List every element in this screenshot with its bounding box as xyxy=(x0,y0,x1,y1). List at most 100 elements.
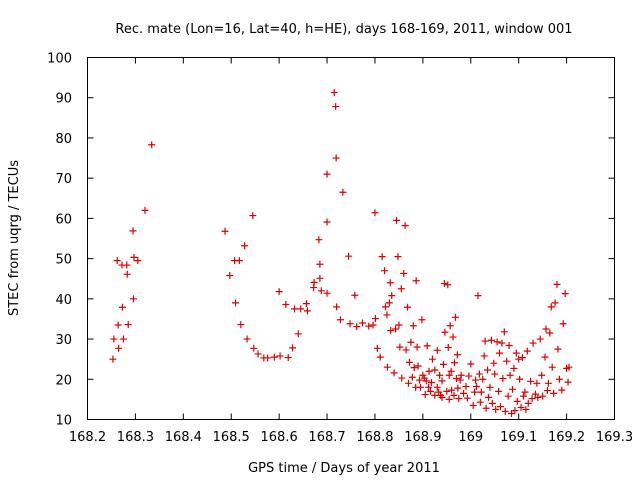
y-tick-label: 10 xyxy=(55,414,72,429)
data-point xyxy=(533,379,541,387)
data-point xyxy=(427,387,435,395)
data-point xyxy=(115,344,123,352)
data-point xyxy=(498,339,506,347)
data-point xyxy=(353,323,361,331)
data-point xyxy=(129,227,137,235)
data-point xyxy=(484,393,492,401)
data-point xyxy=(454,384,462,392)
data-point xyxy=(490,359,498,367)
data-point xyxy=(381,267,389,275)
data-point xyxy=(496,403,504,411)
data-point xyxy=(551,299,559,307)
data-point xyxy=(241,242,249,250)
data-point xyxy=(303,307,311,315)
data-point xyxy=(519,392,527,400)
x-tick-label: 168.6 xyxy=(261,430,298,445)
data-point xyxy=(491,370,499,378)
data-point xyxy=(129,295,137,303)
data-point xyxy=(438,377,446,385)
data-point xyxy=(433,383,441,391)
data-point xyxy=(323,289,331,297)
data-point xyxy=(441,328,449,336)
data-point xyxy=(407,338,415,346)
data-point xyxy=(369,321,377,329)
data-point xyxy=(119,335,127,343)
data-point xyxy=(541,353,549,361)
y-tick-label: 70 xyxy=(55,172,72,187)
data-point xyxy=(124,321,132,329)
data-point xyxy=(351,291,359,299)
data-point xyxy=(408,373,416,381)
data-point xyxy=(484,366,492,374)
data-point xyxy=(395,321,403,329)
data-point xyxy=(110,335,118,343)
data-point xyxy=(473,383,481,391)
data-point xyxy=(439,360,447,368)
data-point xyxy=(109,355,117,363)
data-point xyxy=(310,278,318,286)
data-point xyxy=(123,261,131,269)
data-point xyxy=(237,321,245,329)
x-tick-label: 169 xyxy=(458,430,483,445)
data-point xyxy=(409,322,417,330)
data-point xyxy=(436,371,444,379)
data-point xyxy=(481,337,489,345)
data-point xyxy=(371,209,379,217)
data-point xyxy=(433,346,441,354)
data-point xyxy=(471,388,479,396)
x-tick-label: 168.7 xyxy=(308,430,345,445)
data-point xyxy=(539,392,547,400)
data-point xyxy=(333,303,341,311)
data-point xyxy=(317,287,325,295)
data-point xyxy=(505,341,513,349)
data-point xyxy=(493,338,501,346)
data-point xyxy=(141,206,149,214)
data-point xyxy=(558,386,566,394)
data-point xyxy=(524,399,532,407)
data-point xyxy=(555,375,563,383)
data-point xyxy=(264,354,272,362)
data-point xyxy=(332,154,340,162)
data-point xyxy=(538,371,546,379)
data-point xyxy=(386,279,394,287)
y-tick-label: 20 xyxy=(55,373,72,388)
data-point xyxy=(475,370,483,378)
data-point xyxy=(445,395,453,403)
data-point xyxy=(462,383,470,391)
data-point xyxy=(504,392,512,400)
data-point xyxy=(405,358,413,366)
data-point xyxy=(438,393,446,401)
data-point xyxy=(423,342,431,350)
y-axis-ticks: 10 20 30 40 50 60 70 80 90 100 xyxy=(47,52,615,429)
data-point xyxy=(492,405,500,413)
data-point xyxy=(373,344,381,352)
x-tick-label: 168.9 xyxy=(404,430,441,445)
data-point xyxy=(542,325,550,333)
data-point xyxy=(323,170,331,178)
data-point xyxy=(330,88,338,96)
data-point xyxy=(561,290,569,298)
data-point xyxy=(513,397,521,405)
data-point xyxy=(282,300,290,308)
data-point xyxy=(232,299,240,307)
data-point xyxy=(463,394,471,402)
data-point xyxy=(443,387,451,395)
data-point xyxy=(114,321,122,329)
data-point xyxy=(397,285,405,293)
x-axis-ticks: 168.2 168.3 168.4 168.5 168.6 168.7 168.8 168.9… xyxy=(69,57,633,445)
data-point xyxy=(445,371,453,379)
data-point xyxy=(413,343,421,351)
data-point xyxy=(543,387,551,395)
data-point xyxy=(336,316,344,324)
x-tick-label: 169.2 xyxy=(548,430,585,445)
data-point xyxy=(506,371,514,379)
data-point xyxy=(393,216,401,224)
data-point xyxy=(270,353,278,361)
data-point xyxy=(447,367,455,375)
data-point xyxy=(512,349,520,357)
data-point xyxy=(410,364,418,372)
data-point xyxy=(536,335,544,343)
data-point xyxy=(294,330,302,338)
